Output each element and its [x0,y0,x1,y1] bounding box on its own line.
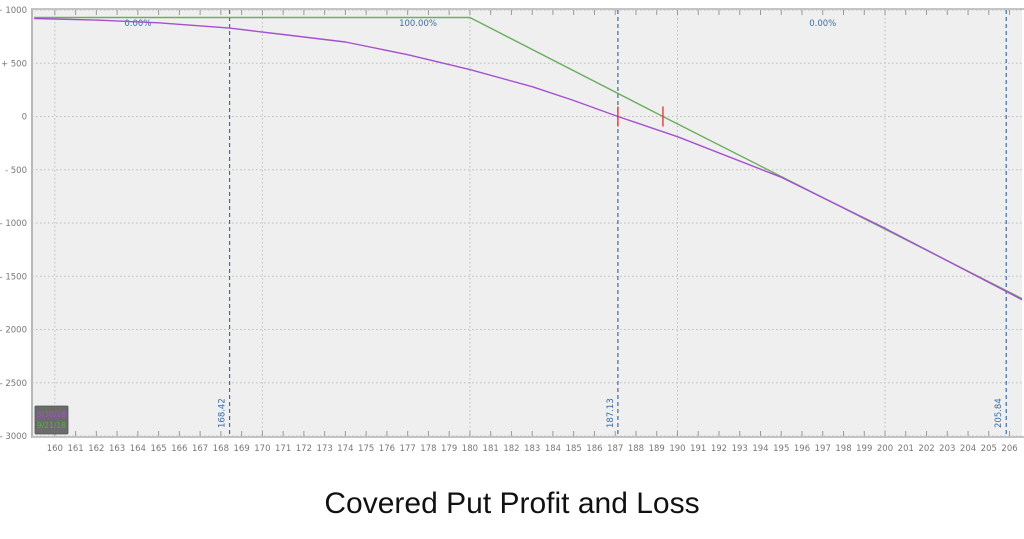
y-tick-label: - 1500 [0,272,27,282]
x-tick-label: 186 [586,444,602,454]
x-tick-label: 193 [732,444,748,454]
x-tick-label: 183 [524,444,540,454]
x-tick-label: 182 [503,444,519,454]
x-tick-label: 165 [150,444,166,454]
y-tick-label: - 2000 [0,326,27,336]
x-tick-label: 169 [234,444,250,454]
x-tick-label: 202 [918,444,934,454]
x-tick-label: 161 [67,444,83,454]
x-tick-label: 196 [794,444,810,454]
probability-label: 0.00% [124,19,151,29]
price-marker-label: 187.13 [606,398,616,428]
y-tick-label: + 1000 [0,6,27,16]
x-tick-label: 164 [130,444,146,454]
x-tick-label: 181 [483,444,499,454]
legend-entry: 5/30/18 [37,410,66,419]
x-tick-label: 200 [877,444,893,454]
x-tick-label: 192 [711,444,727,454]
x-tick-label: 178 [420,444,436,454]
x-tick-label: 170 [254,444,270,454]
x-tick-label: 191 [690,444,706,454]
y-tick-label: 0 [22,113,27,123]
x-tick-label: 177 [400,444,416,454]
x-tick-label: 162 [88,444,104,454]
pnl-line-5-30-18 [34,17,1023,301]
x-tick-label: 198 [835,444,851,454]
x-tick-label: 187 [607,444,623,454]
price-marker-label: 168.42 [218,398,228,428]
x-tick-label: 180 [462,444,478,454]
x-tick-label: 171 [275,444,291,454]
x-tick-label: 167 [192,444,208,454]
x-tick-label: 166 [171,444,187,454]
x-tick-label: 201 [898,444,914,454]
probability-label: 100.00% [399,19,437,29]
y-tick-label: - 1000 [0,219,27,229]
x-tick-label: 179 [441,444,457,454]
chart-caption: Covered Put Profit and Loss [324,487,700,520]
x-tick-label: 176 [379,444,395,454]
price-marker-label: 205.84 [994,398,1004,428]
x-tick-label: 168 [213,444,229,454]
x-tick-label: 203 [939,444,955,454]
pnl-chart: + 1000 + 500 0 - 500 - 1000 - 1500 - 2000 - 250… [0,6,1024,454]
x-tick-label: 199 [856,444,872,454]
x-tick-label: 160 [47,444,63,454]
legend: 5/30/18 9/21/18 [34,405,69,435]
x-tick-label: 205 [981,444,997,454]
x-tick-label: 188 [628,444,644,454]
y-tick-label: - 3000 [0,432,27,442]
y-tick-label: + 500 [1,59,27,69]
y-tick-label: - 500 [5,166,27,176]
x-tick-label: 195 [773,444,789,454]
x-tick-label: 190 [669,444,685,454]
pnl-chart-svg: + 1000 + 500 0 - 500 - 1000 - 1500 - 2000 - 250… [0,6,1024,454]
x-tick-label: 174 [337,444,353,454]
x-tick-label: 172 [296,444,312,454]
x-tick-label: 185 [566,444,582,454]
x-tick-label: 175 [358,444,374,454]
legend-entry: 9/21/18 [37,421,66,430]
x-tick-label: 189 [649,444,665,454]
x-tick-label: 197 [815,444,831,454]
x-tick-label: 204 [960,444,976,454]
x-tick-label: 194 [752,444,768,454]
y-tick-label: - 2500 [0,379,27,389]
x-tick-label: 163 [109,444,125,454]
x-tick-label: 206 [1001,444,1017,454]
x-tick-label: 173 [317,444,333,454]
legend-box [34,405,69,435]
probability-label: 0.00% [809,19,836,29]
x-tick-label: 184 [545,444,561,454]
